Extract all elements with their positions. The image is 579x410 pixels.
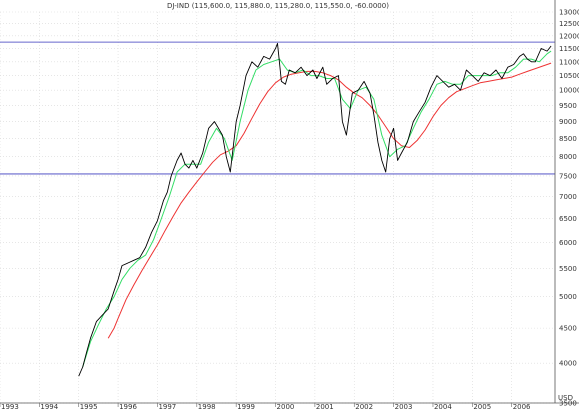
x-tick-label: 2006 <box>513 403 531 410</box>
y-tick-label: 8500 <box>559 135 577 143</box>
y-tick-label: 13000 <box>559 9 579 17</box>
y-tick-label: 7000 <box>559 193 577 201</box>
y-tick-label: 6000 <box>559 239 577 247</box>
x-tick-label: 2001 <box>316 403 334 410</box>
y-tick-label: 8000 <box>559 153 577 161</box>
x-tick-label: 2002 <box>355 403 373 410</box>
x-tick-label: 1999 <box>237 403 255 410</box>
x-tick-label: 1993 <box>1 403 19 410</box>
x-tick-label: 1997 <box>158 403 176 410</box>
x-tick-label: 1995 <box>80 403 98 410</box>
long-ma-series-line <box>107 62 552 339</box>
x-axis-ticks: 1993 1994 1995 1996 1997 1998 1999 2000 2001 2002… <box>0 403 531 410</box>
y-tick-label: 7500 <box>559 172 577 180</box>
y-tick-label: 9500 <box>559 102 577 110</box>
x-tick-label: 2005 <box>473 403 491 410</box>
y-tick-label: 10000 <box>559 87 579 95</box>
series-lines <box>78 42 552 377</box>
y-tick-label: 12500 <box>559 20 579 28</box>
x-tick-label: 2003 <box>395 403 413 410</box>
y-tick-label: 6500 <box>559 215 577 223</box>
x-tick-label: 1994 <box>40 403 58 410</box>
y-axis-corner-label: USD <box>558 394 573 402</box>
x-tick-label: 2000 <box>277 403 295 410</box>
y-tick-label: 4000 <box>559 360 577 368</box>
x-tick-label: 1996 <box>119 403 137 410</box>
x-tick-label: 1998 <box>198 403 216 410</box>
y-tick-label: 11500 <box>559 45 579 53</box>
y-tick-label: 5000 <box>559 293 577 301</box>
horizontal-reference-lines <box>0 41 555 175</box>
y-tick-label: 9000 <box>559 118 577 126</box>
y-tick-label: 5500 <box>559 265 577 273</box>
grid-lines <box>0 11 555 404</box>
y-tick-label: 3500 <box>559 400 577 408</box>
y-tick-label: 4500 <box>559 325 577 333</box>
y-tick-label: 11000 <box>559 58 579 66</box>
y-tick-label: 10500 <box>559 72 579 80</box>
chart-title: DJ-IND (115,600.0, 115,880.0, 115,280.0,… <box>167 2 389 10</box>
price-series-line <box>78 42 552 377</box>
y-axis-ticks: 3500 4000 4500 5000 5500 6000 6500 7000 7500 8000… <box>559 9 579 408</box>
y-tick-label: 12000 <box>559 32 579 40</box>
x-tick-label: 2004 <box>434 403 452 410</box>
